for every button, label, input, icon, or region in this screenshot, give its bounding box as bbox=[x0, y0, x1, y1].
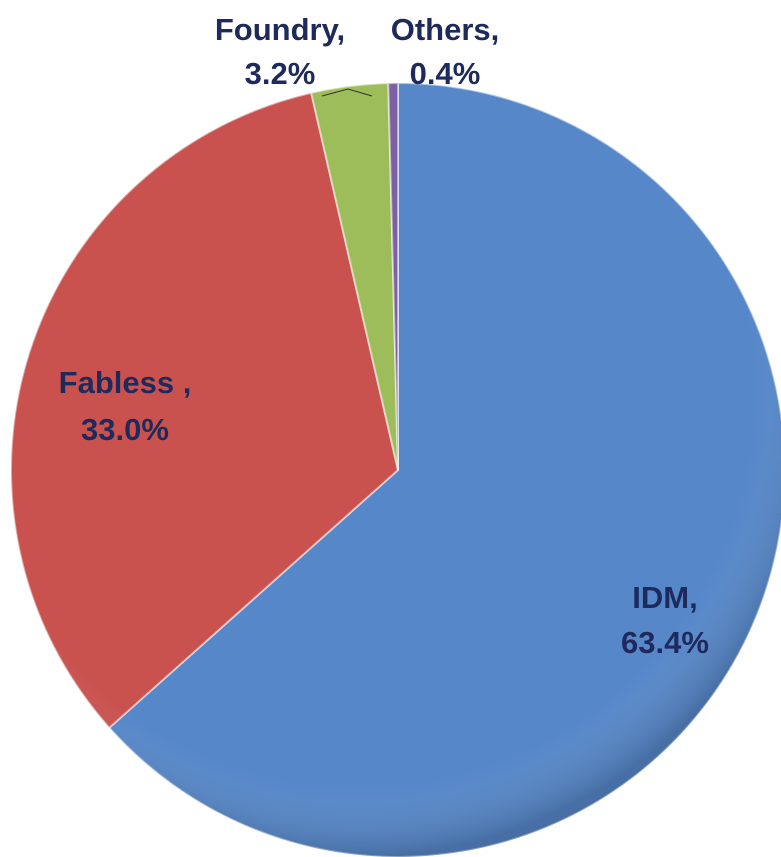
slice-category-label: Others, bbox=[391, 12, 500, 47]
slice-category-label: Foundry, bbox=[215, 12, 345, 47]
slice-category-label: Fabless , bbox=[59, 365, 192, 400]
slice-category-label: IDM, bbox=[632, 580, 697, 615]
pie bbox=[10, 81, 781, 857]
slice-value-label: 0.4% bbox=[410, 56, 481, 91]
slice-value-label: 63.4% bbox=[621, 625, 709, 660]
labels: IDM, 63.4% Fabless , 33.0% Foundry, 3.2% Other… bbox=[59, 12, 709, 660]
slice-value-label: 33.0% bbox=[81, 412, 169, 447]
leader-line bbox=[321, 88, 373, 97]
slice-value-label: 3.2% bbox=[245, 56, 316, 91]
